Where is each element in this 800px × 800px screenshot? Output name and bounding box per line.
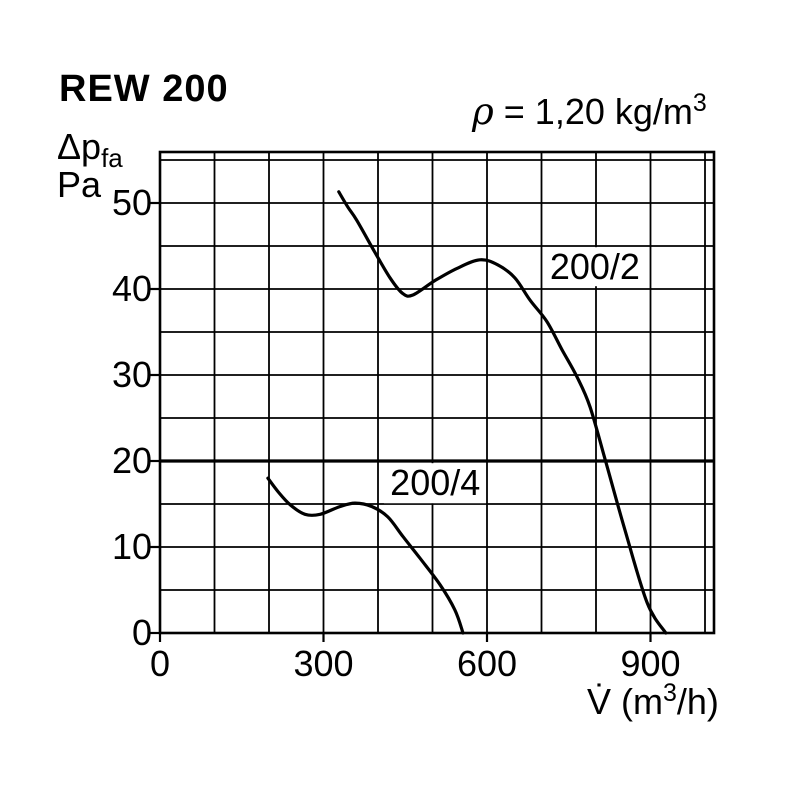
x-tick-label-600: 600 [456,643,518,684]
air-density-annotation: ρ = 1,20 kg/m3 [472,90,707,133]
y-tick-label-0: 0 [131,612,152,654]
y-axis-label-symbol: Δp [57,126,102,167]
y-axis-label: Δpfa [57,126,123,172]
x-axis-label: V̇ (m3/h) [587,680,719,722]
rho-value: = 1,20 kg/m [493,91,693,132]
x-axis-label-unit-close: /h) [676,681,719,722]
y-tick-label-20: 20 [111,440,152,482]
y-tick-label-30: 30 [111,354,152,396]
rho-symbol: ρ [472,90,494,133]
x-tick-label-0: 0 [149,643,171,684]
y-tick-label-10: 10 [111,526,152,568]
y-tick-label-40: 40 [111,268,152,310]
x-axis-label-unit-open: (m [611,681,663,722]
curve-200-4 [266,476,465,635]
x-axis-label-vdot: V̇ [587,681,612,722]
y-axis-label-subscript: fa [101,143,123,173]
y-axis-unit: Pa [57,164,102,205]
x-tick-label-900: 900 [620,643,681,684]
curve-label-200-4: 200/4 [384,463,487,504]
rho-unit-exponent: 3 [692,89,707,117]
curve-200-2 [337,190,668,635]
page-title: REW 200 [59,68,229,110]
plot-frame [158,150,716,635]
x-axis-unit-exponent: 3 [663,679,677,707]
curve-label-200-2: 200/2 [543,247,646,287]
x-tick-label-300: 300 [293,643,354,684]
y-tick-label-50: 50 [111,182,152,224]
